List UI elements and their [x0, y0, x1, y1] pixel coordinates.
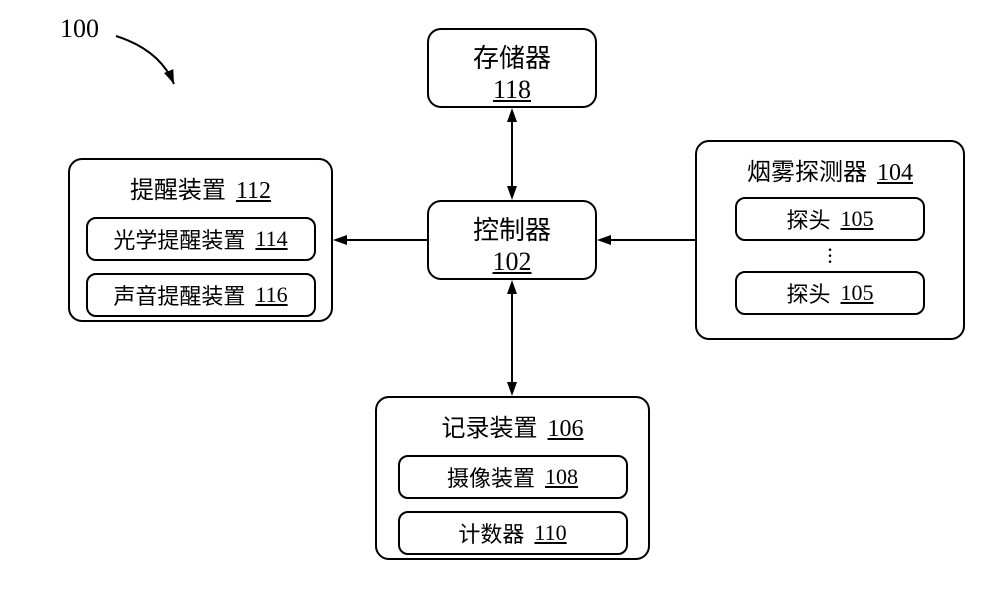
node-alert-ref: 112 — [236, 178, 271, 205]
node-smoke-probe-1-ref: 105 — [841, 206, 874, 232]
figure-number-label: 100 — [60, 14, 99, 44]
node-alert-optical-label: 光学提醒装置 — [113, 223, 245, 255]
node-alert-label: 提醒装置 — [130, 170, 226, 205]
node-smoke-label: 烟雾探测器 — [747, 152, 867, 187]
node-smoke-title: 烟雾探测器 104 — [711, 152, 949, 187]
node-recorder-camera-ref: 108 — [545, 464, 578, 490]
node-alert-audio-label: 声音提醒装置 — [113, 279, 245, 311]
node-controller: 控制器 102 — [427, 200, 597, 280]
node-recorder-label: 记录装置 — [442, 408, 538, 443]
node-alert-optical: 光学提醒装置 114 — [86, 217, 316, 261]
node-smoke-probe-2-label: 探头 — [786, 277, 830, 309]
node-smoke-ref: 104 — [877, 160, 913, 187]
node-recorder-counter-ref: 110 — [534, 520, 566, 546]
node-recorder-ref: 106 — [548, 416, 584, 443]
node-memory: 存储器 118 — [427, 28, 597, 108]
node-alert-audio: 声音提醒装置 116 — [86, 273, 316, 317]
node-smoke: 烟雾探测器 104 探头 105 ··· 探头 105 — [695, 140, 965, 340]
node-recorder-camera-label: 摄像装置 — [447, 461, 535, 493]
node-smoke-probe-1-label: 探头 — [786, 203, 830, 235]
ellipsis-icon: ··· — [711, 247, 949, 265]
node-smoke-probe-2-ref: 105 — [841, 280, 874, 306]
node-alert-optical-ref: 114 — [255, 226, 287, 252]
node-recorder-camera: 摄像装置 108 — [398, 455, 628, 499]
node-recorder-counter: 计数器 110 — [398, 511, 628, 555]
node-controller-label: 控制器 — [429, 210, 595, 247]
node-memory-label: 存储器 — [429, 38, 595, 75]
node-alert-title: 提醒装置 112 — [84, 170, 317, 205]
node-smoke-probe-2: 探头 105 — [735, 271, 925, 315]
node-recorder-counter-label: 计数器 — [458, 517, 524, 549]
node-alert-audio-ref: 116 — [255, 282, 287, 308]
node-alert: 提醒装置 112 光学提醒装置 114 声音提醒装置 116 — [68, 158, 333, 322]
node-recorder-title: 记录装置 106 — [391, 408, 634, 443]
node-controller-ref: 102 — [429, 247, 595, 277]
node-memory-ref: 118 — [429, 75, 595, 105]
diagram-canvas: 100 存储器 118 控制器 102 提醒装置 112 光学提醒装置 114 … — [0, 0, 1000, 611]
node-recorder: 记录装置 106 摄像装置 108 计数器 110 — [375, 396, 650, 560]
node-smoke-probe-1: 探头 105 — [735, 197, 925, 241]
